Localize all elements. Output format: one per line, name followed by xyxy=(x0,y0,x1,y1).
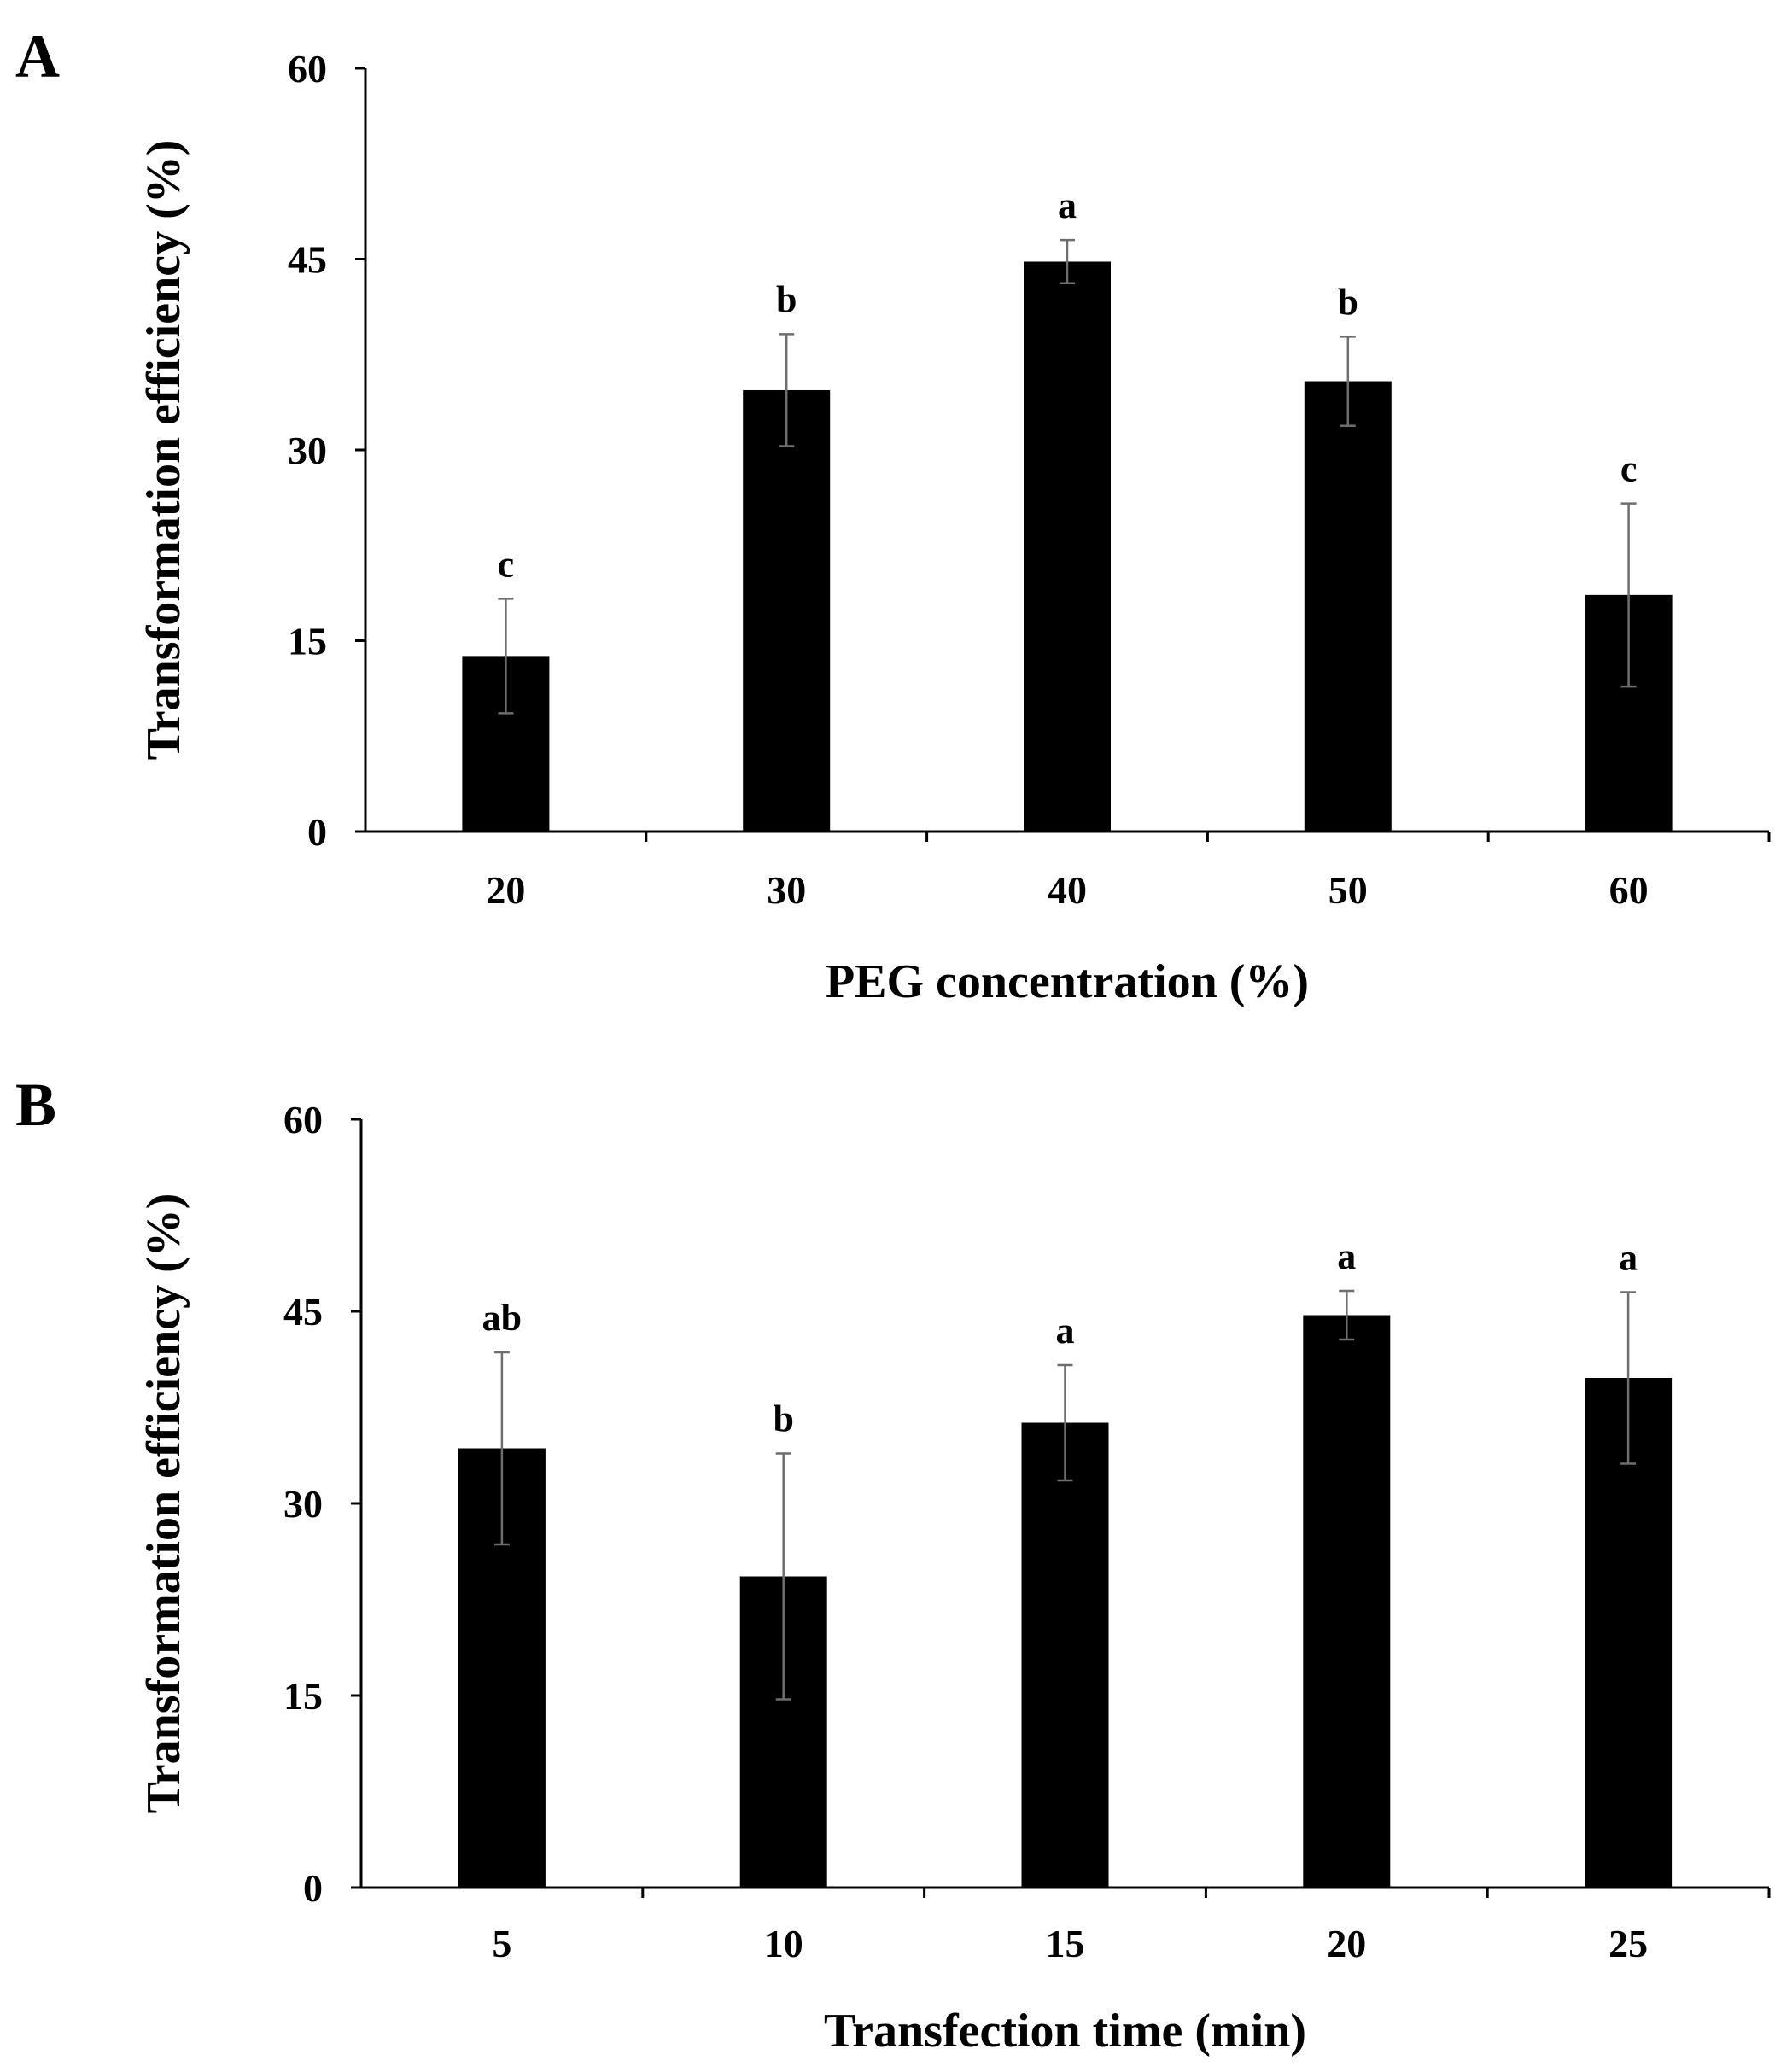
y-tick-label: 45 xyxy=(288,238,327,282)
y-tick-label: 30 xyxy=(288,429,327,472)
y-tick-label: 60 xyxy=(283,1098,323,1141)
x-tick-label: 30 xyxy=(767,868,806,912)
significance-label: ab xyxy=(482,1297,522,1339)
bar xyxy=(743,389,831,832)
x-tick-label: 10 xyxy=(764,1922,803,1965)
significance-label: c xyxy=(1620,448,1638,490)
significance-label: a xyxy=(1058,184,1077,226)
significance-label: a xyxy=(1619,1237,1638,1279)
x-tick-label: 50 xyxy=(1328,868,1368,912)
panel-letter: A xyxy=(15,22,60,90)
y-tick-label: 0 xyxy=(307,810,327,854)
x-tick-label: 25 xyxy=(1609,1922,1648,1965)
x-tick-label: 20 xyxy=(486,868,525,912)
significance-label: a xyxy=(1056,1310,1075,1351)
significance-label: b xyxy=(776,278,797,320)
y-tick-label: 45 xyxy=(283,1290,323,1334)
x-tick-label: 20 xyxy=(1327,1922,1366,1965)
bar xyxy=(1303,1315,1391,1888)
y-tick-label: 0 xyxy=(303,1866,323,1910)
y-tick-label: 15 xyxy=(288,620,327,663)
y-tick-label: 15 xyxy=(283,1674,323,1718)
x-tick-label: 15 xyxy=(1046,1922,1085,1965)
significance-label: a xyxy=(1337,1235,1356,1277)
significance-label: b xyxy=(1338,281,1358,323)
bar xyxy=(1304,381,1392,832)
significance-label: c xyxy=(498,543,515,585)
x-tick-label: 60 xyxy=(1609,868,1649,912)
x-axis-title: Transfection time (min) xyxy=(824,2005,1306,2057)
panel-letter: B xyxy=(15,1071,56,1139)
y-axis-title: Transformation efficiency (%) xyxy=(137,1194,190,1814)
bar xyxy=(1024,261,1111,832)
bar xyxy=(1021,1422,1109,1888)
panel-a: A 0 15 30 45 60 c 20 b 30 a 40 b 50 c 60 PEG concentrati… xyxy=(15,22,1771,1008)
x-tick-label: 40 xyxy=(1048,868,1087,912)
panel-b: B 0 15 30 45 60 ab 5 b 10 a 15 a 20 a 25 Transfection ti… xyxy=(15,1071,1771,2057)
x-axis-title: PEG concentration (%) xyxy=(826,955,1309,1008)
significance-label: b xyxy=(773,1398,793,1440)
y-tick-label: 30 xyxy=(283,1482,323,1526)
x-tick-label: 5 xyxy=(492,1922,511,1965)
y-tick-label: 60 xyxy=(288,47,327,90)
y-axis-title: Transformation efficiency (%) xyxy=(137,140,190,761)
